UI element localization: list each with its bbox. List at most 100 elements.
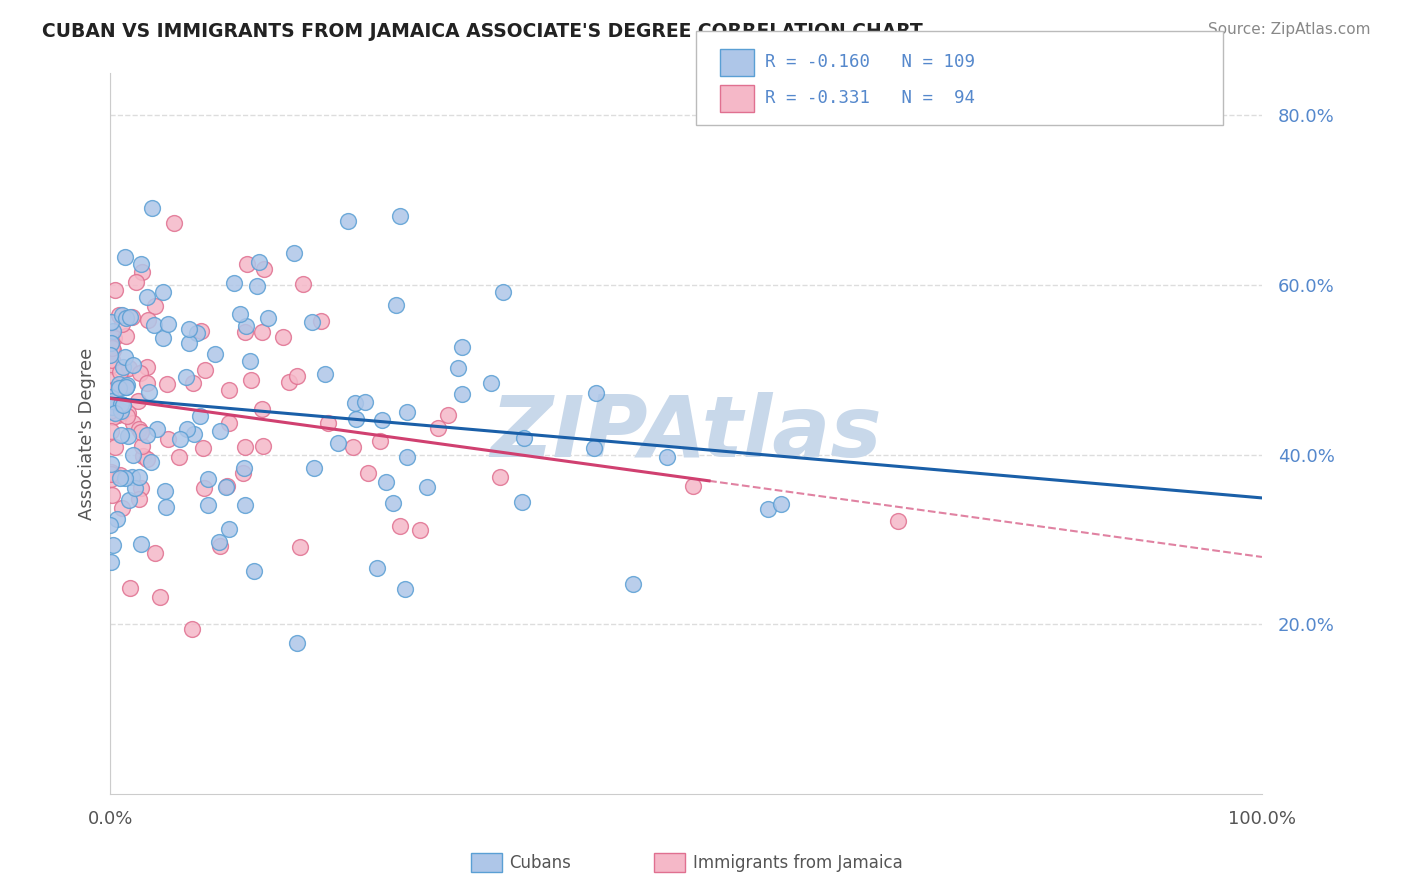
Point: [100, 473, 122, 487]
Point: [101, 400, 124, 414]
Point: [233, 325, 256, 339]
Point: [136, 376, 159, 391]
Point: [169, 433, 191, 447]
Point: [110, 427, 132, 442]
Point: [177, 335, 200, 350]
Point: [127, 394, 149, 409]
Point: [585, 385, 607, 400]
Point: [156, 433, 179, 447]
Point: [110, 397, 132, 411]
Point: [186, 326, 208, 340]
Point: [104, 406, 127, 420]
Point: [382, 496, 405, 510]
Text: Cubans: Cubans: [509, 854, 571, 871]
Point: [177, 322, 200, 336]
Point: [153, 483, 176, 498]
Text: CUBAN VS IMMIGRANTS FROM JAMAICA ASSOCIATE'S DEGREE CORRELATION CHART: CUBAN VS IMMIGRANTS FROM JAMAICA ASSOCIA…: [42, 22, 922, 41]
Point: [388, 209, 411, 223]
Point: [492, 285, 515, 299]
Point: [104, 382, 127, 396]
Point: [128, 470, 150, 484]
Point: [107, 408, 129, 422]
Point: [194, 362, 217, 376]
Point: [118, 310, 141, 325]
Point: [395, 450, 418, 464]
Point: [101, 343, 124, 358]
Point: [655, 450, 678, 464]
Point: [129, 366, 152, 380]
Point: [769, 498, 792, 512]
Point: [101, 538, 124, 552]
Point: [218, 383, 240, 397]
Point: [121, 310, 143, 324]
Point: [236, 257, 259, 271]
Text: R = -0.160   N = 109: R = -0.160 N = 109: [765, 54, 974, 71]
Point: [138, 385, 160, 400]
Point: [180, 622, 202, 636]
Point: [309, 314, 332, 328]
Point: [304, 461, 326, 475]
Point: [98, 385, 121, 400]
Text: Source: ZipAtlas.com: Source: ZipAtlas.com: [1208, 22, 1371, 37]
Point: [451, 340, 474, 354]
Point: [118, 360, 141, 375]
Point: [204, 347, 226, 361]
Point: [135, 360, 157, 375]
Point: [120, 581, 142, 595]
Point: [233, 498, 256, 512]
Point: [104, 440, 127, 454]
Point: [110, 404, 132, 418]
Point: [108, 381, 131, 395]
Point: [135, 290, 157, 304]
Point: [209, 424, 232, 438]
Point: [291, 277, 314, 292]
Point: [104, 283, 127, 297]
Point: [756, 501, 779, 516]
Point: [163, 216, 186, 230]
Point: [129, 481, 152, 495]
Point: [155, 377, 177, 392]
Point: [114, 350, 136, 364]
Point: [222, 277, 245, 291]
Text: Immigrants from Jamaica: Immigrants from Jamaica: [693, 854, 903, 871]
Point: [371, 413, 394, 427]
Point: [366, 561, 388, 575]
Point: [101, 394, 124, 409]
Point: [143, 299, 166, 313]
Point: [117, 409, 139, 423]
Point: [135, 428, 157, 442]
Point: [447, 361, 470, 376]
Point: [100, 424, 122, 438]
Point: [583, 441, 606, 455]
Point: [100, 466, 122, 480]
Point: [354, 394, 377, 409]
Point: [257, 311, 280, 326]
Point: [239, 354, 262, 368]
Point: [174, 370, 197, 384]
Point: [191, 442, 214, 456]
Point: [155, 500, 177, 514]
Point: [128, 491, 150, 506]
Point: [250, 402, 273, 417]
Point: [115, 380, 138, 394]
Point: [143, 545, 166, 559]
Point: [117, 493, 139, 508]
Point: [283, 246, 305, 260]
Point: [121, 470, 143, 484]
Point: [98, 403, 121, 417]
Point: [114, 250, 136, 264]
Point: [136, 312, 159, 326]
Point: [197, 498, 219, 512]
Point: [100, 335, 122, 350]
Point: [107, 308, 129, 322]
Point: [108, 376, 131, 391]
Point: [489, 470, 512, 484]
Point: [252, 439, 274, 453]
Point: [510, 494, 533, 508]
Point: [218, 416, 240, 430]
Point: [136, 451, 159, 466]
Point: [101, 324, 124, 338]
Point: [98, 339, 121, 353]
Point: [111, 309, 134, 323]
Point: [190, 324, 212, 338]
